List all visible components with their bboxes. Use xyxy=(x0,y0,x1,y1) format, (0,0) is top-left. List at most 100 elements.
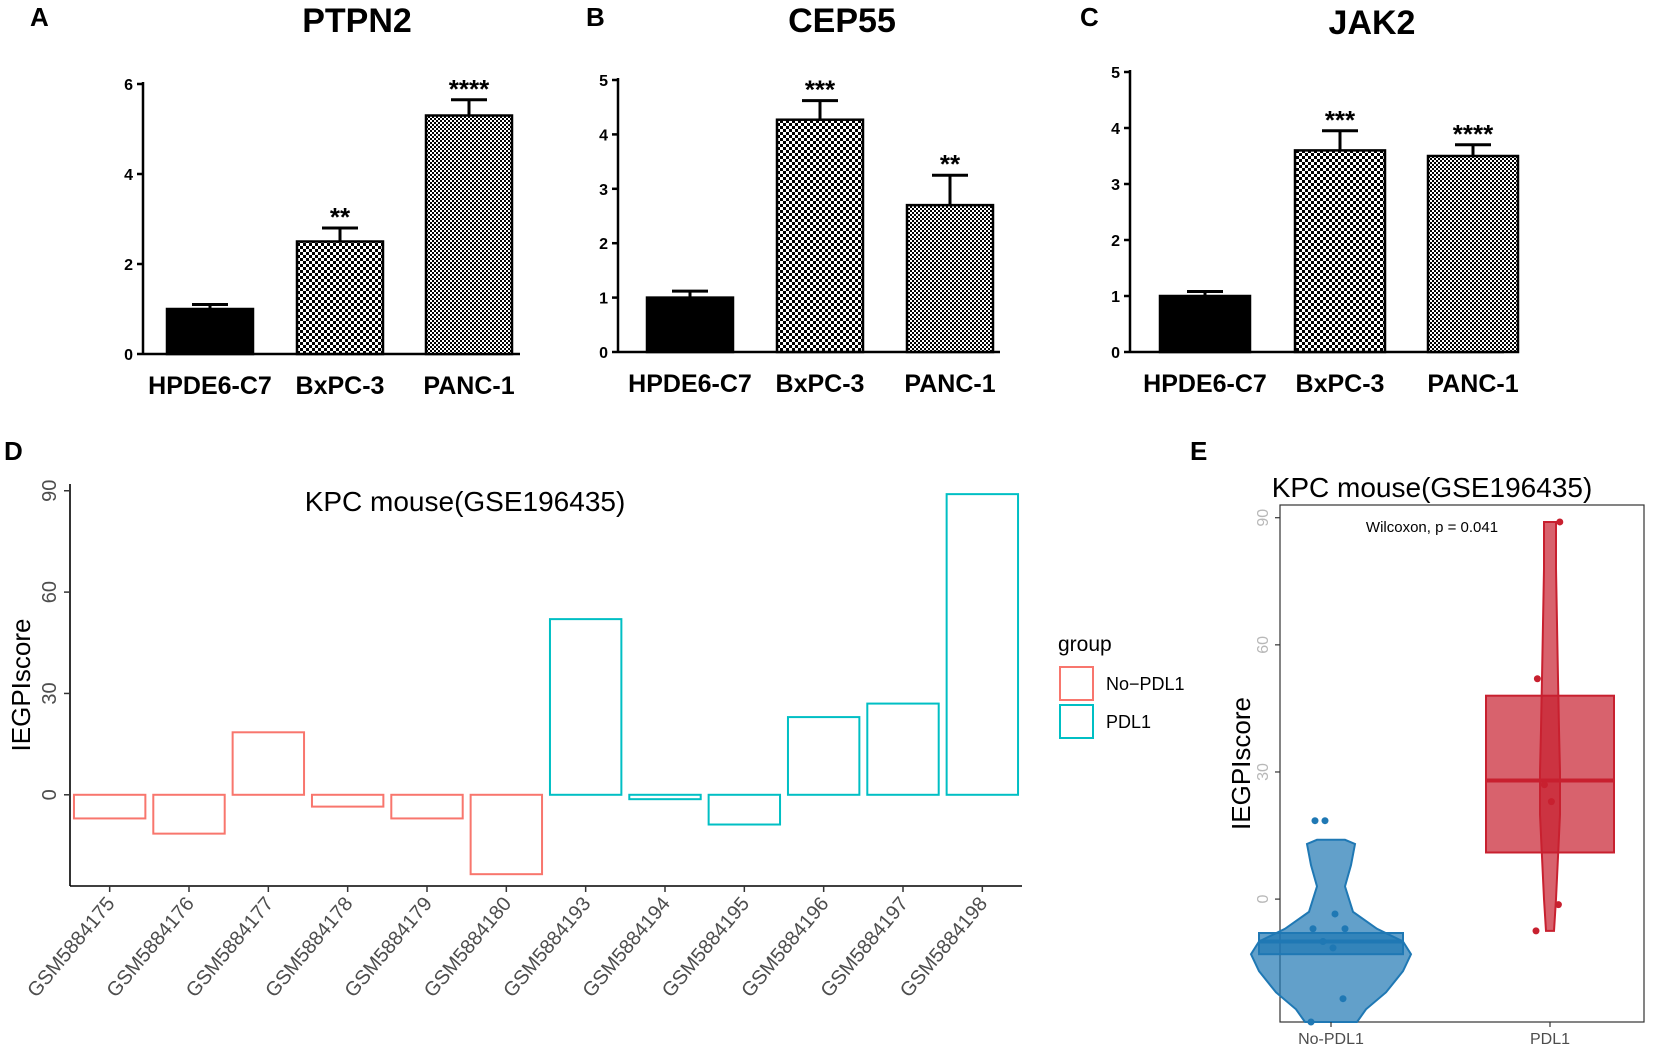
chart-title: KPC mouse(GSE196435) xyxy=(305,486,626,517)
data-point xyxy=(1339,995,1347,1003)
bar xyxy=(945,493,1020,796)
significance-label: *** xyxy=(1325,105,1356,135)
data-point xyxy=(1321,817,1329,825)
significance-label: ** xyxy=(940,149,961,179)
y-tick-label: 4 xyxy=(124,167,133,184)
x-category-label: BxPC-3 xyxy=(1296,370,1385,398)
bar xyxy=(165,307,255,356)
significance-label: **** xyxy=(1453,119,1494,149)
y-tick-label: 6 xyxy=(124,77,133,94)
bar xyxy=(390,793,464,820)
bar xyxy=(424,114,514,356)
legend-title: group xyxy=(1058,633,1112,656)
y-tick-label: 0 xyxy=(1111,345,1120,362)
y-tick-label: 5 xyxy=(1111,65,1120,82)
y-tick-label: 2 xyxy=(1111,233,1120,250)
y-tick-label: 90 xyxy=(39,480,61,502)
bar xyxy=(152,793,226,835)
y-tick-label: 0 xyxy=(39,789,61,800)
x-category-label: PANC-1 xyxy=(1427,370,1518,398)
bar xyxy=(1426,154,1520,354)
y-tick-label: 4 xyxy=(599,127,608,144)
data-point xyxy=(1540,781,1548,789)
y-tick-label: 0 xyxy=(1255,895,1272,904)
chart-panel-b: CEP55 0 1 2 3 4 5 HPDE6-C7 *** BxPC-3 ** PANC-1 xyxy=(599,2,1000,398)
bar xyxy=(295,240,385,356)
data-point xyxy=(1341,925,1349,933)
bar xyxy=(775,118,865,354)
x-category-label: BxPC-3 xyxy=(776,370,865,398)
bar xyxy=(645,296,735,354)
data-point xyxy=(1547,798,1555,806)
plot-border xyxy=(1279,504,1645,1023)
bar xyxy=(469,793,544,876)
data-point xyxy=(1532,927,1540,935)
data-point xyxy=(1554,901,1562,909)
stat-annotation: Wilcoxon, p = 0.041 xyxy=(1366,519,1498,536)
x-category-label: No-PDL1 xyxy=(1298,1031,1364,1048)
panel-label-b: B xyxy=(586,2,605,32)
bar xyxy=(628,793,702,801)
chart-title: PTPN2 xyxy=(302,2,412,40)
bar xyxy=(310,793,385,808)
y-axis-label: IEGPIscore xyxy=(6,619,36,752)
data-point xyxy=(1319,937,1327,945)
chart-panel-c: JAK2 0 1 2 3 4 5 HPDE6-C7 *** BxPC-3 **** PANC-1 xyxy=(1111,4,1520,398)
bar xyxy=(1158,294,1252,354)
chart-title: JAK2 xyxy=(1329,4,1416,42)
data-point xyxy=(1533,675,1541,683)
violin xyxy=(1249,838,1413,1023)
bar xyxy=(1293,149,1387,354)
x-category-label: HPDE6-C7 xyxy=(148,372,272,400)
bar xyxy=(548,618,623,796)
y-tick-label: 2 xyxy=(599,236,608,253)
chart-panel-e: KPC mouse(GSE196435) Wilcoxon, p = 0.041 0… xyxy=(1226,472,1645,1048)
y-tick-label: 30 xyxy=(39,682,61,704)
y-tick-label: 5 xyxy=(599,73,608,90)
panel-label-a: A xyxy=(30,2,49,32)
legend-swatch-no-pdl1 xyxy=(1059,666,1094,701)
data-point xyxy=(1329,944,1337,952)
significance-label: ** xyxy=(330,202,351,232)
chart-title: KPC mouse(GSE196435) xyxy=(1272,472,1593,503)
bar xyxy=(231,731,306,796)
legend-swatch-pdl1 xyxy=(1059,704,1094,739)
legend-label-pdl1: PDL1 xyxy=(1106,712,1151,732)
data-point xyxy=(1311,817,1319,825)
y-tick-label: 3 xyxy=(1111,177,1120,194)
y-tick-label: 1 xyxy=(599,291,608,308)
bar xyxy=(866,702,940,796)
data-point xyxy=(1331,910,1339,918)
bar xyxy=(786,716,861,796)
x-category-label: PDL1 xyxy=(1530,1031,1570,1048)
significance-label: **** xyxy=(449,74,490,104)
panel-label-d: D xyxy=(4,436,23,466)
data-point xyxy=(1307,1018,1315,1026)
bar xyxy=(707,793,782,826)
y-tick-label: 1 xyxy=(1111,289,1120,306)
y-tick-label: 60 xyxy=(1255,636,1272,654)
chart-panel-a: PTPN2 0 2 4 6 HPDE6-C7 ** BxPC-3 **** PANC-1 xyxy=(124,2,520,400)
y-tick-label: 0 xyxy=(599,345,608,362)
panel-label-e: E xyxy=(1190,436,1207,466)
x-category-label: HPDE6-C7 xyxy=(1143,370,1267,398)
panel-label-c: C xyxy=(1080,2,1099,32)
bar xyxy=(72,793,147,820)
y-axis-label: IEGPIscore xyxy=(1226,697,1256,830)
y-tick-label: 4 xyxy=(1111,121,1120,138)
legend-label-no-pdl1: No−PDL1 xyxy=(1106,674,1185,694)
x-category-label: PANC-1 xyxy=(904,370,995,398)
significance-label: *** xyxy=(805,75,836,105)
y-tick-label: 3 xyxy=(599,182,608,199)
x-category-label: BxPC-3 xyxy=(296,372,385,400)
y-tick-label: 90 xyxy=(1255,509,1272,527)
bar xyxy=(905,203,995,354)
x-category-label: HPDE6-C7 xyxy=(628,370,752,398)
x-category-label: PANC-1 xyxy=(423,372,514,400)
y-tick-label: 30 xyxy=(1255,763,1272,781)
y-tick-label: 0 xyxy=(124,347,133,364)
violin xyxy=(1539,520,1561,932)
data-point xyxy=(1556,518,1564,526)
data-point xyxy=(1309,925,1317,933)
